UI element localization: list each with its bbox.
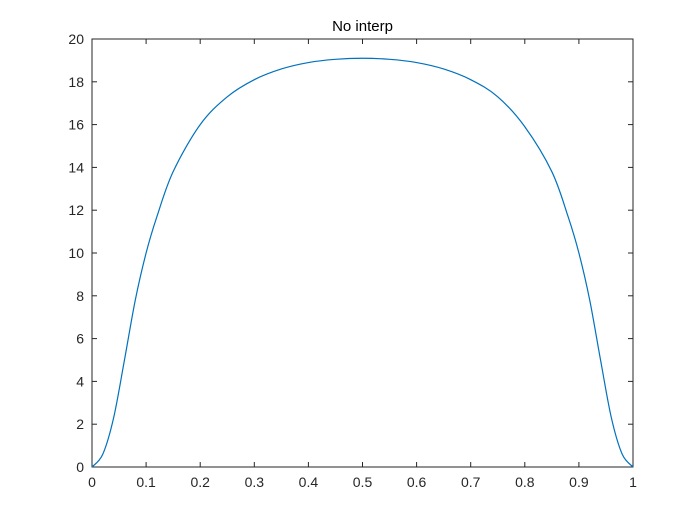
y-tick-label: 8 [76, 288, 84, 304]
y-tick-label: 10 [68, 245, 84, 261]
series-line [91, 57, 634, 468]
x-tick-label: 0.3 [245, 474, 265, 490]
y-tick-label: 0 [76, 459, 84, 475]
x-tick-label: 0.6 [407, 474, 427, 490]
y-tick-label: 6 [76, 331, 84, 347]
x-tick-label: 0 [88, 474, 96, 490]
x-tick-label: 1 [629, 474, 637, 490]
plot-area [91, 57, 634, 468]
axes-box [91, 38, 634, 468]
y-tick-label: 16 [68, 117, 84, 133]
x-tick-label: 0.8 [515, 474, 535, 490]
y-tick-label: 20 [68, 31, 84, 47]
x-tick-label: 0.9 [569, 474, 589, 490]
y-tick-label: 4 [76, 373, 84, 389]
x-tick-label: 0.4 [299, 474, 319, 490]
x-tick-label: 0.1 [136, 474, 156, 490]
y-tick-label: 14 [68, 159, 84, 175]
chart-title: No interp [332, 18, 393, 35]
axes: 0 0.1 0.2 0.3 0.4 0.5 0.6 0.7 0.8 0.9 102468101214… [68, 31, 637, 490]
y-tick-label: 2 [76, 416, 84, 432]
x-tick-label: 0.7 [461, 474, 481, 490]
y-tick-label: 12 [68, 202, 84, 218]
y-tick-label: 18 [68, 74, 84, 90]
x-tick-label: 0.5 [353, 474, 373, 490]
x-tick-label: 0.2 [190, 474, 210, 490]
